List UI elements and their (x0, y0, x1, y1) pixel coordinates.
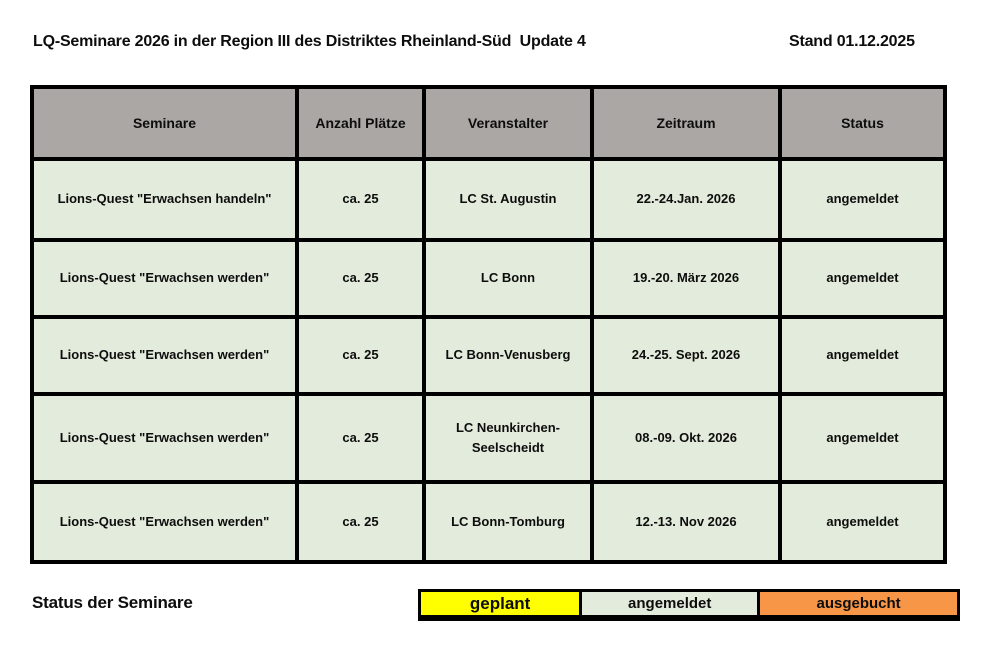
status-cell: angemeldet (778, 392, 947, 484)
veranstalter-cell: LC Bonn (422, 238, 594, 319)
plaetze-cell: ca. 25 (295, 315, 426, 396)
status-legend: geplant angemeldet ausgebucht (418, 589, 960, 621)
seminars-table: Seminare Anzahl Plätze Veranstalter Zeit… (30, 85, 947, 564)
table-row: Lions-Quest "Erwachsen werden" ca. 25 LC… (30, 480, 947, 564)
column-header-zeitraum: Zeitraum (590, 85, 782, 161)
seminar-name-cell: Lions-Quest "Erwachsen werden" (30, 315, 299, 396)
legend-item-ausgebucht: ausgebucht (757, 592, 957, 615)
status-cell: angemeldet (778, 480, 947, 564)
plaetze-cell: ca. 25 (295, 238, 426, 319)
table-row: Lions-Quest "Erwachsen werden" ca. 25 LC… (30, 238, 947, 319)
column-header-anzahl-plaetze: Anzahl Plätze (295, 85, 426, 161)
legend-title: Status der Seminare (32, 593, 193, 612)
table-row: Lions-Quest "Erwachsen werden" ca. 25 LC… (30, 392, 947, 484)
veranstalter-cell: LC Bonn-Venusberg (422, 315, 594, 396)
plaetze-cell: ca. 25 (295, 480, 426, 564)
status-cell: angemeldet (778, 238, 947, 319)
table-row: Lions-Quest "Erwachsen handeln" ca. 25 L… (30, 157, 947, 242)
seminar-name-cell: Lions-Quest "Erwachsen werden" (30, 238, 299, 319)
legend-item-angemeldet: angemeldet (579, 592, 758, 615)
seminar-name-cell: Lions-Quest "Erwachsen werden" (30, 392, 299, 484)
zeitraum-cell: 12.-13. Nov 2026 (590, 480, 782, 564)
plaetze-cell: ca. 25 (295, 157, 426, 242)
legend-item-geplant: geplant (421, 592, 580, 615)
column-header-veranstalter: Veranstalter (422, 85, 594, 161)
seminar-name-cell: Lions-Quest "Erwachsen werden" (30, 480, 299, 564)
table-row: Lions-Quest "Erwachsen werden" ca. 25 LC… (30, 315, 947, 396)
table-header-row: Seminare Anzahl Plätze Veranstalter Zeit… (30, 85, 947, 161)
status-cell: angemeldet (778, 157, 947, 242)
zeitraum-cell: 08.-09. Okt. 2026 (590, 392, 782, 484)
seminar-name-cell: Lions-Quest "Erwachsen handeln" (30, 157, 299, 242)
stand-date: Stand 01.12.2025 (789, 33, 915, 50)
plaetze-cell: ca. 25 (295, 392, 426, 484)
veranstalter-cell: LC St. Augustin (422, 157, 594, 242)
veranstalter-cell: LC Bonn-Tomburg (422, 480, 594, 564)
zeitraum-cell: 24.-25. Sept. 2026 (590, 315, 782, 396)
zeitraum-cell: 22.-24.Jan. 2026 (590, 157, 782, 242)
column-header-status: Status (778, 85, 947, 161)
column-header-seminare: Seminare (30, 85, 299, 161)
veranstalter-cell: LC Neunkirchen-Seelscheidt (422, 392, 594, 484)
zeitraum-cell: 19.-20. März 2026 (590, 238, 782, 319)
page-title: LQ-Seminare 2026 in der Region III des D… (33, 33, 586, 50)
status-cell: angemeldet (778, 315, 947, 396)
